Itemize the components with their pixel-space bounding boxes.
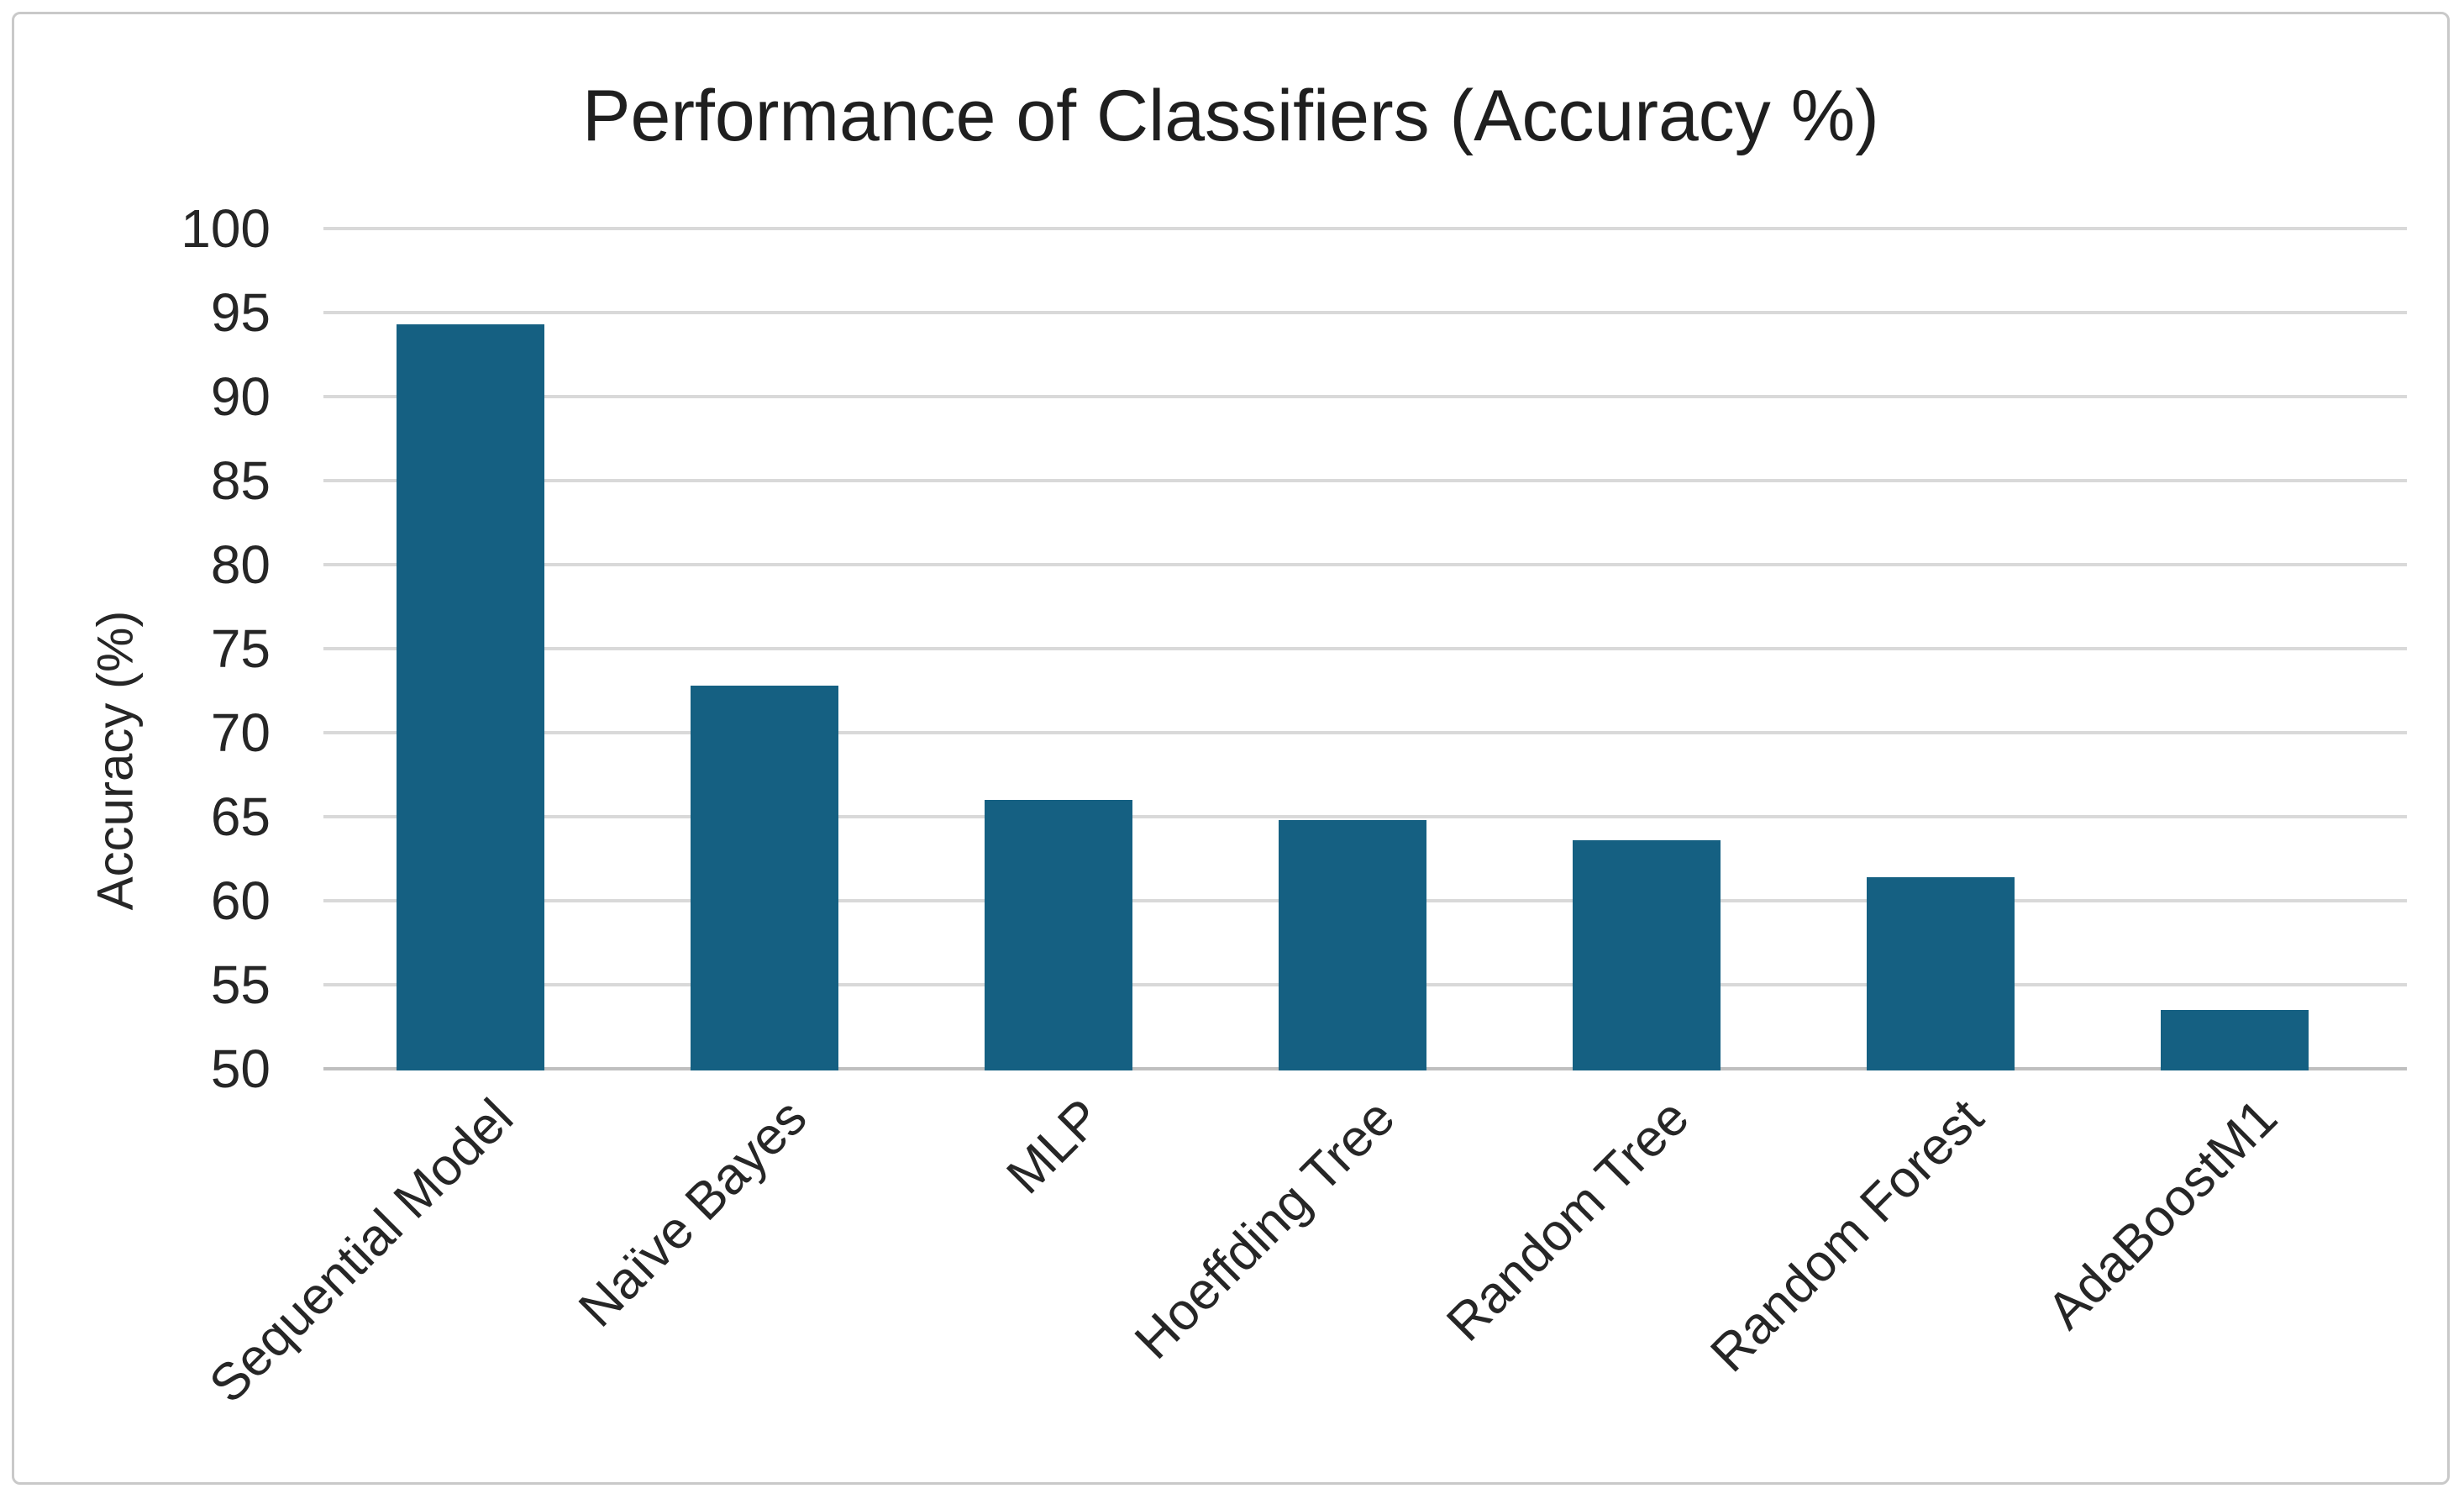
- gridline: [323, 647, 2407, 650]
- y-tick-label: 70: [210, 702, 271, 763]
- gridline: [323, 815, 2407, 818]
- gridline: [323, 311, 2407, 314]
- y-tick-label: 60: [210, 870, 271, 931]
- y-tick-label: 50: [210, 1039, 271, 1099]
- y-tick-label: 90: [210, 366, 271, 427]
- bar-mlp: [985, 800, 1132, 1070]
- gridline: [323, 395, 2407, 398]
- bar-hoeffding-tree: [1279, 820, 1426, 1070]
- bar-random-forest: [1867, 877, 2015, 1070]
- y-tick-label: 95: [210, 282, 271, 343]
- chart-title: Performance of Classifiers (Accuracy %): [582, 76, 1879, 156]
- gridline: [323, 731, 2407, 734]
- y-tick-label: 75: [210, 618, 271, 679]
- bar-adaboostm1: [2161, 1010, 2309, 1070]
- bar-random-tree: [1573, 840, 1721, 1070]
- bar-na-ve-bayes: [691, 686, 838, 1070]
- bar-sequential-model: [397, 324, 544, 1070]
- y-tick-label: 85: [210, 450, 271, 511]
- gridline: [323, 563, 2407, 566]
- gridline: [323, 227, 2407, 230]
- y-tick-label: 55: [210, 955, 271, 1015]
- y-tick-label: 65: [210, 786, 271, 847]
- gridline: [323, 479, 2407, 482]
- y-tick-label: 100: [181, 198, 271, 259]
- y-tick-label: 80: [210, 534, 271, 595]
